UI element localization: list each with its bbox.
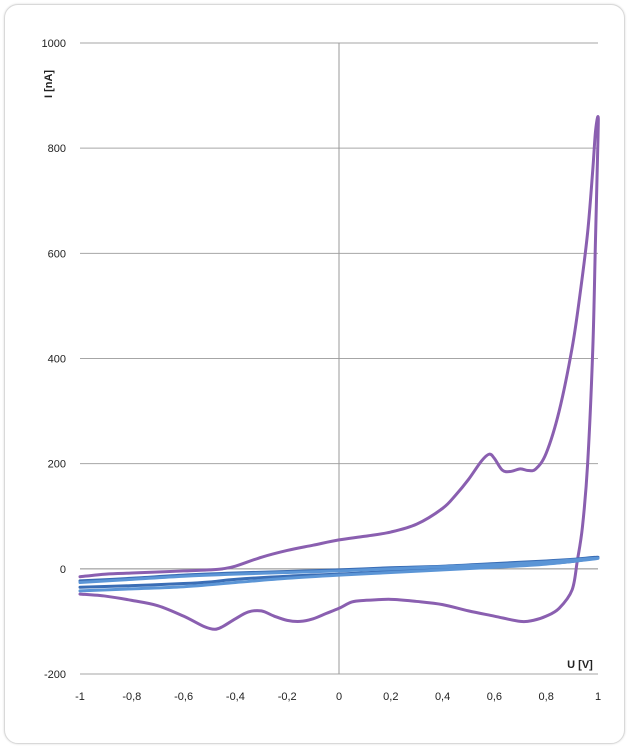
y-tick-label: -200	[44, 669, 66, 681]
x-tick-label: 0	[336, 691, 342, 703]
x-axis-title: U [V]	[567, 659, 593, 671]
y-tick-label: 600	[48, 248, 66, 260]
x-tick-label: 0,6	[487, 691, 502, 703]
series-line-1	[78, 115, 600, 631]
y-tick-label: 400	[48, 354, 66, 366]
y-tick-label: 200	[48, 459, 66, 471]
y-tick-label: 0	[60, 564, 66, 576]
x-tick-label: 0,4	[435, 691, 450, 703]
x-tick-label: 0,2	[383, 691, 398, 703]
series-line-3	[78, 556, 600, 593]
x-tick-label: -1	[75, 691, 85, 703]
y-tick-labels: -200 0 200 400 600 800 1000	[42, 38, 66, 681]
data-series	[78, 115, 600, 631]
x-tick-label: -0,2	[278, 691, 297, 703]
x-tick-label: 1	[595, 691, 601, 703]
y-axis-title: I [nA]	[43, 70, 55, 98]
x-tick-label: -0,6	[174, 691, 193, 703]
y-tick-label: 1000	[42, 38, 66, 50]
x-tick-labels: -1 -0,8 -0,6 -0,4 -0,2 0 0,2 0,4 0,6 0,8 1	[75, 691, 601, 703]
x-tick-label: -0,8	[122, 691, 141, 703]
x-tick-label: 0,8	[539, 691, 554, 703]
x-tick-label: -0,4	[226, 691, 245, 703]
y-tick-label: 800	[48, 143, 66, 155]
